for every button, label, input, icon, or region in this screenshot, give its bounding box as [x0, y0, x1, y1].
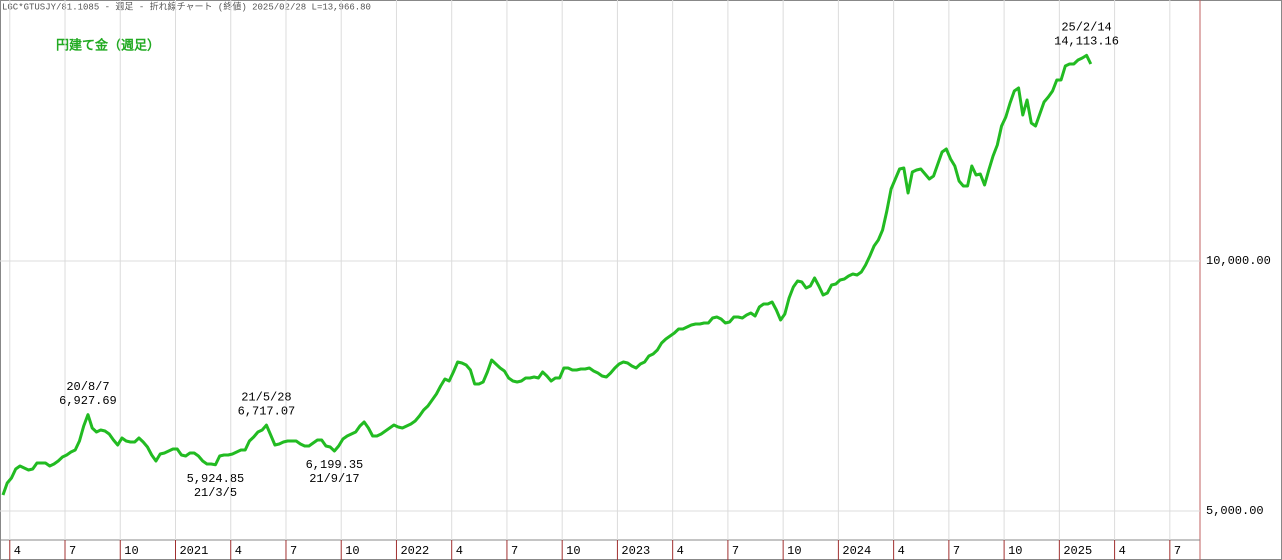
annotation-date: 20/8/7: [66, 380, 109, 394]
x-tick-label: 2021: [179, 544, 208, 558]
price-line: [1, 53, 1093, 496]
x-tick-label: 2024: [842, 544, 871, 558]
annotation-date: 21/9/17: [309, 472, 359, 486]
x-tick-label: 7: [732, 544, 739, 558]
x-tick-label: 2023: [621, 544, 650, 558]
annotation-value: 5,924.85: [187, 472, 245, 486]
x-tick-label: 10: [566, 544, 580, 558]
annotation-value: 6,927.69: [59, 394, 117, 408]
x-tick-label: 4: [898, 544, 905, 558]
y-tick-label: 10,000.00: [1206, 254, 1271, 268]
y-tick-label: 5,000.00: [1206, 504, 1264, 518]
x-tick-label: 10: [787, 544, 801, 558]
x-tick-label: 4: [677, 544, 684, 558]
x-tick-label: 10: [345, 544, 359, 558]
window-header: LGC*GTUSJY/81.1085 - 週足 - 折れ線チャート (終値) 2…: [2, 0, 371, 12]
annotation-value: 6,717.07: [238, 404, 296, 418]
legend-label: 円建て金（週足）: [56, 38, 160, 54]
x-tick-label: 4: [235, 544, 242, 558]
annotation-value: 6,199.35: [306, 458, 364, 472]
x-tick-label: 10: [124, 544, 138, 558]
x-tick-label: 7: [953, 544, 960, 558]
annotation-date: 25/2/14: [1061, 21, 1111, 35]
x-tick-label: 2025: [1063, 544, 1092, 558]
annotation-date: 21/5/28: [241, 390, 291, 404]
annotation-date: 21/3/5: [194, 486, 237, 500]
x-tick-label: 7: [1174, 544, 1181, 558]
x-tick-label: 4: [1119, 544, 1126, 558]
x-tick-label: 2022: [400, 544, 429, 558]
x-tick-label: 4: [456, 544, 463, 558]
x-tick-label: 10: [1008, 544, 1022, 558]
annotation-value: 14,113.16: [1054, 35, 1119, 49]
x-tick-label: 7: [511, 544, 518, 558]
x-tick-label: 4: [14, 544, 21, 558]
x-tick-label: 7: [69, 544, 76, 558]
x-tick-label: 7: [290, 544, 297, 558]
